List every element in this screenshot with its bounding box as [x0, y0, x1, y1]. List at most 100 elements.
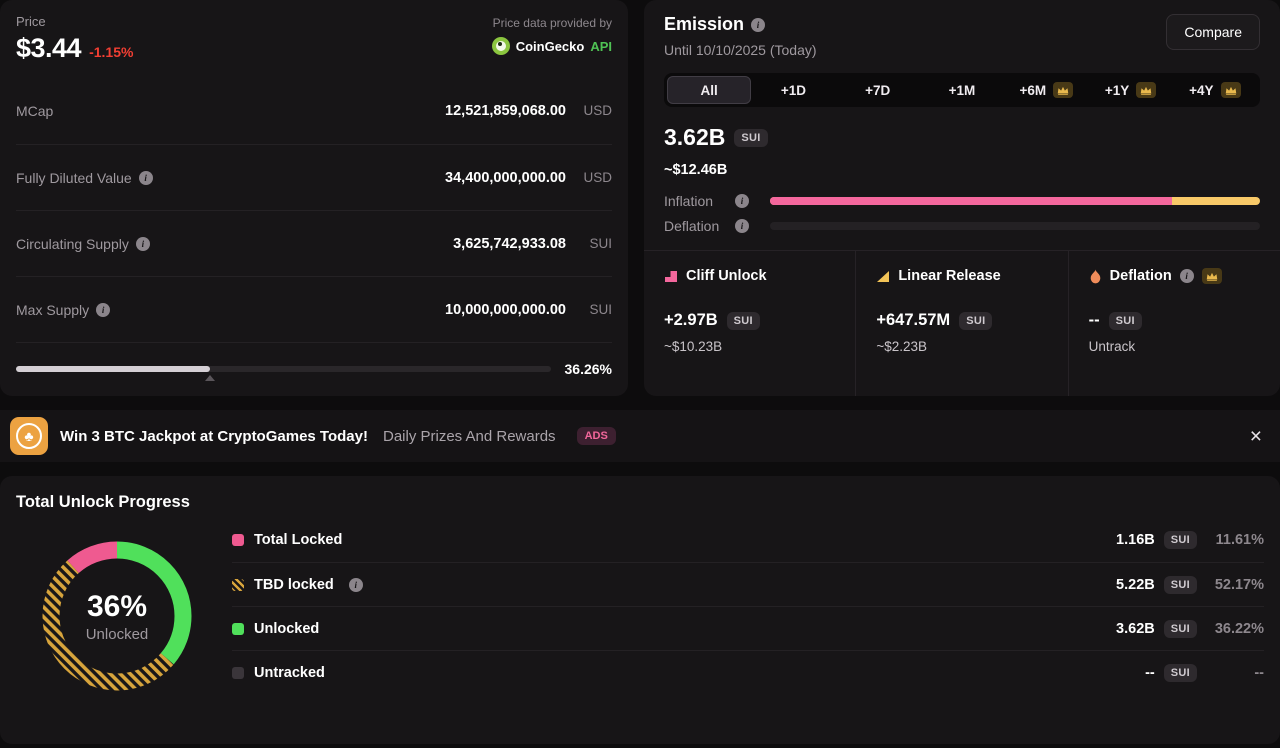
total-locked-value: 1.16B	[1116, 532, 1155, 548]
flame-icon	[1090, 269, 1100, 283]
row-max-supply: Max Supply i 10,000,000,000.00 SUI	[16, 276, 612, 342]
ads-badge: ADS	[576, 427, 616, 445]
untracked-swatch	[232, 666, 244, 679]
price-header: Price $3.44 -1.15% Price data provided b…	[16, 14, 612, 78]
unlocked-value: 3.62B	[1116, 620, 1155, 637]
unlock-legend: Total Locked 1.16B SUI 11.61% TBD locked…	[232, 518, 1264, 699]
total-locked-percent: 11.61%	[1215, 532, 1264, 548]
tab-plus-4y[interactable]: +4Y	[1173, 76, 1257, 104]
supply-progress-bar[interactable]	[16, 366, 551, 381]
donut-center-value: 36%	[86, 589, 148, 623]
sui-badge: SUI	[1163, 663, 1197, 682]
supply-progress-marker	[204, 375, 215, 381]
compare-button[interactable]: Compare	[1166, 14, 1260, 50]
row-fdv-label: Fully Diluted Value	[16, 169, 132, 186]
row-fdv-unit: USD	[583, 169, 612, 185]
untracked-label: Untracked	[254, 664, 325, 681]
divider	[644, 250, 1280, 251]
info-icon[interactable]: i	[135, 236, 150, 251]
inflation-bar-fill	[770, 197, 1172, 205]
legend-row-total-locked: Total Locked 1.16B SUI 11.61%	[232, 518, 1264, 562]
info-icon[interactable]: i	[735, 219, 749, 233]
info-icon[interactable]: i	[735, 194, 749, 208]
row-circulating-supply-unit: SUI	[589, 235, 612, 251]
deflation-label: Deflation	[664, 218, 720, 234]
total-unlock-progress-title: Total Unlock Progress	[16, 493, 190, 511]
emission-range-tabs: All +1D +7D +1M +6M +1Y	[664, 73, 1260, 107]
legend-row-tbd-locked: TBD locked i 5.22B SUI 52.17%	[232, 562, 1264, 606]
ad-headline[interactable]: Win 3 BTC Jackpot at CryptoGames Today!	[60, 427, 368, 445]
donut-svg	[42, 541, 192, 691]
tbd-locked-label: TBD locked	[254, 576, 334, 593]
row-circulating-supply-value: 3,625,742,933.08	[453, 235, 566, 252]
row-mcap: MCap 12,521,859,068.00 USD	[16, 78, 612, 144]
tab-plus-1m[interactable]: +1M	[948, 82, 976, 98]
unlocked-percent: 36.22%	[1214, 620, 1264, 637]
close-icon[interactable]: ×	[1249, 424, 1262, 448]
deflation-stat-title: Deflation	[1109, 268, 1172, 284]
cliff-unlock-value: +2.97B	[664, 311, 718, 329]
deflation-bar	[770, 222, 1260, 230]
info-icon[interactable]: i	[96, 302, 111, 317]
untracked-value: --	[1145, 664, 1155, 681]
ad-subtext: Daily Prizes And Rewards	[382, 427, 556, 445]
supply-progress-percent: 36.26%	[564, 361, 612, 377]
tab-all[interactable]: All	[667, 76, 752, 104]
row-max-supply-value: 10,000,000,000.00	[445, 301, 566, 318]
row-circulating-supply: Circulating Supply i 3,625,742,933.08 SU…	[16, 210, 612, 276]
info-icon[interactable]: i	[751, 17, 766, 32]
price-value: $3.44	[16, 33, 82, 63]
sui-badge: SUI	[1163, 619, 1197, 638]
triangle-ramp-icon	[877, 271, 890, 282]
crown-icon	[1201, 268, 1222, 284]
tbd-locked-value: 5.22B	[1116, 576, 1155, 593]
info-icon[interactable]: i	[348, 577, 363, 592]
deflation-stat-value: --	[1088, 311, 1100, 329]
row-fdv: Fully Diluted Value i 34,400,000,000.00 …	[16, 144, 612, 210]
legend-row-unlocked: Unlocked 3.62B SUI 36.22%	[232, 606, 1264, 650]
price-card: Price $3.44 -1.15% Price data provided b…	[0, 0, 628, 396]
provider-name: CoinGecko	[515, 38, 585, 54]
provider-note: Price data provided by	[492, 16, 612, 30]
row-mcap-label: MCap	[16, 103, 54, 119]
coingecko-link[interactable]: CoinGecko API	[491, 37, 612, 55]
row-mcap-unit: USD	[583, 103, 612, 118]
coingecko-icon	[491, 37, 510, 55]
info-icon[interactable]: i	[1179, 269, 1194, 283]
crown-icon	[1136, 82, 1157, 98]
tbd-locked-swatch	[232, 578, 244, 591]
cliff-unlock-usd: ~$10.23B	[664, 339, 723, 354]
info-icon[interactable]: i	[138, 170, 153, 185]
sui-badge: SUI	[959, 311, 993, 330]
cliff-unlock-title: Cliff Unlock	[686, 268, 767, 284]
tab-plus-1y[interactable]: +1Y	[1088, 76, 1172, 104]
unlocked-swatch	[232, 622, 244, 635]
row-mcap-value: 12,521,859,068.00	[445, 103, 566, 119]
price-change: -1.15%	[89, 44, 134, 60]
row-max-supply-label: Max Supply	[16, 301, 90, 318]
deflation-stat: Deflation i -- SUI Untrack	[1067, 251, 1280, 396]
tab-plus-7d[interactable]: +7D	[865, 82, 891, 98]
row-fdv-value: 34,400,000,000.00	[445, 169, 566, 186]
tab-plus-6m[interactable]: +6M	[1004, 76, 1088, 104]
untracked-percent: --	[1254, 664, 1264, 681]
emission-card: Emission i Until 10/10/2025 (Today) Comp…	[644, 0, 1280, 396]
tbd-locked-percent: 52.17%	[1214, 576, 1264, 593]
tab-plus-1d[interactable]: +1D	[780, 82, 806, 98]
total-locked-label: Total Locked	[254, 532, 343, 548]
cliff-step-icon	[665, 271, 677, 282]
deflation-stat-usd: Untrack	[1088, 339, 1136, 354]
inflation-bar	[770, 197, 1260, 205]
ad-banner[interactable]: ♣ Win 3 BTC Jackpot at CryptoGames Today…	[0, 410, 1280, 462]
emission-usd-value: ~$12.46B	[664, 162, 728, 178]
top-section: Price $3.44 -1.15% Price data provided b…	[0, 0, 1280, 396]
crown-icon	[1220, 82, 1241, 98]
emission-amount: 3.62B	[664, 124, 726, 150]
emission-subtitle: Until 10/10/2025 (Today)	[664, 42, 817, 58]
row-circulating-supply-label: Circulating Supply	[16, 235, 129, 252]
unlock-donut-chart: 36% Unlocked	[16, 518, 218, 699]
emission-title: Emission	[664, 14, 745, 34]
inflation-label: Inflation	[664, 193, 714, 209]
cliff-unlock-stat: Cliff Unlock +2.97B SUI ~$10.23B	[644, 251, 855, 396]
linear-release-value: +647.57M	[876, 311, 951, 329]
